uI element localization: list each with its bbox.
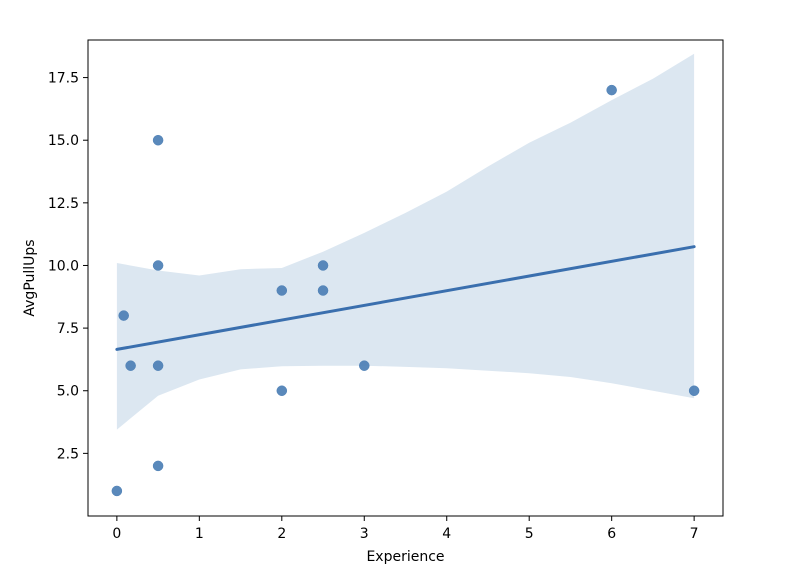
x-tick-label: 7 bbox=[690, 526, 699, 542]
regression-line-layer bbox=[115, 245, 696, 351]
data-point bbox=[152, 460, 164, 472]
x-tick-label: 3 bbox=[360, 526, 369, 542]
data-point bbox=[276, 285, 288, 296]
x-axis-ticks: 0 1 2 3 4 5 6 7 bbox=[112, 516, 699, 542]
x-axis-label: Experience bbox=[366, 549, 444, 565]
data-point bbox=[152, 360, 164, 371]
y-axis-label: AvgPullUps bbox=[22, 239, 38, 316]
x-tick-label: 5 bbox=[525, 526, 534, 542]
y-tick-label: 10.0 bbox=[48, 258, 79, 274]
data-point bbox=[118, 310, 129, 321]
confidence-band bbox=[116, 53, 695, 430]
data-point bbox=[125, 360, 136, 371]
x-tick-label: 6 bbox=[607, 526, 616, 542]
regression-line bbox=[115, 245, 696, 351]
y-tick-label: 5.0 bbox=[57, 384, 79, 400]
data-point bbox=[359, 360, 370, 371]
confidence-band-layer bbox=[116, 53, 695, 430]
data-point bbox=[606, 84, 617, 96]
y-tick-label: 17.5 bbox=[48, 71, 79, 87]
y-tick-label: 7.5 bbox=[57, 321, 79, 337]
y-tick-label: 12.5 bbox=[48, 196, 79, 212]
x-tick-label: 4 bbox=[442, 526, 451, 542]
data-point bbox=[317, 285, 329, 296]
y-tick-label: 2.5 bbox=[57, 446, 79, 462]
data-point bbox=[276, 385, 288, 396]
data-point bbox=[152, 260, 164, 271]
data-point bbox=[111, 485, 123, 497]
data-point bbox=[317, 260, 329, 271]
x-tick-label: 1 bbox=[195, 526, 204, 542]
y-axis-ticks: 2.5 5.0 7.5 10.0 12.5 15.0 17.5 bbox=[48, 71, 88, 462]
y-tick-label: 15.0 bbox=[48, 133, 79, 149]
x-tick-label: 2 bbox=[277, 526, 286, 542]
x-tick-label: 0 bbox=[112, 526, 121, 542]
plot-frame bbox=[87, 39, 724, 517]
data-points-layer bbox=[111, 84, 700, 497]
data-point bbox=[688, 385, 700, 396]
data-point bbox=[152, 134, 164, 146]
